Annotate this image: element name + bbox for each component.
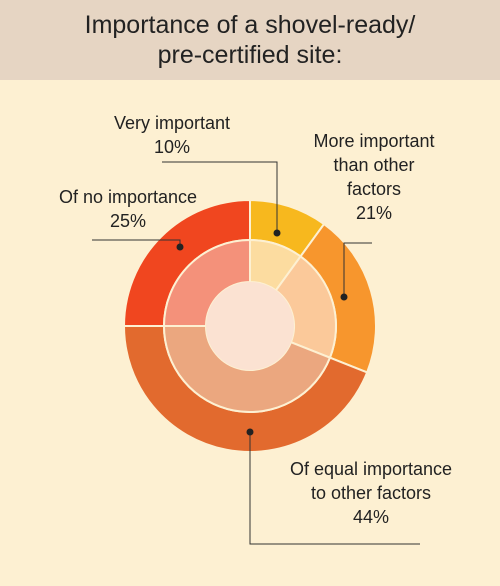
label-line: More important [313,131,434,151]
leader-dot-very-important [273,229,281,237]
label-line: 21% [356,203,392,223]
title-line-2: pre-certified site: [157,41,343,69]
leader-dot-of-equal-importance-to-other-factors [246,428,254,436]
label-more-important-than-other-factors: More important than other factors 21% [313,131,434,223]
title-line-1: Importance of a shovel-ready/ [84,11,416,39]
leader-line-very-important [162,161,278,233]
leader-dot-more-important-than-other-factors [340,293,348,301]
label-line: Very important [114,113,230,133]
label-line: factors [347,179,401,199]
label-line: 44% [353,507,389,527]
leader-line-more-important-than-other-factors [343,242,372,297]
title-banner: Importance of a shovel-ready/ pre-certif… [0,0,500,80]
label-line: 25% [110,211,146,231]
label-line: Of equal importance [290,459,452,479]
label-line: to other factors [311,483,431,503]
label-line: Of no importance [59,187,197,207]
label-of-equal-importance-to-other-factors: Of equal importance to other factors 44% [290,459,452,527]
leader-line-of-equal-importance-to-other-factors [249,432,420,545]
donut-center [206,282,294,370]
label-very-important: Very important 10% [114,113,230,157]
label-line: than other [333,155,414,175]
leader-dot-of-no-importance [176,243,184,251]
label-of-no-importance: Of no importance 25% [59,187,197,231]
label-line: 10% [154,137,190,157]
